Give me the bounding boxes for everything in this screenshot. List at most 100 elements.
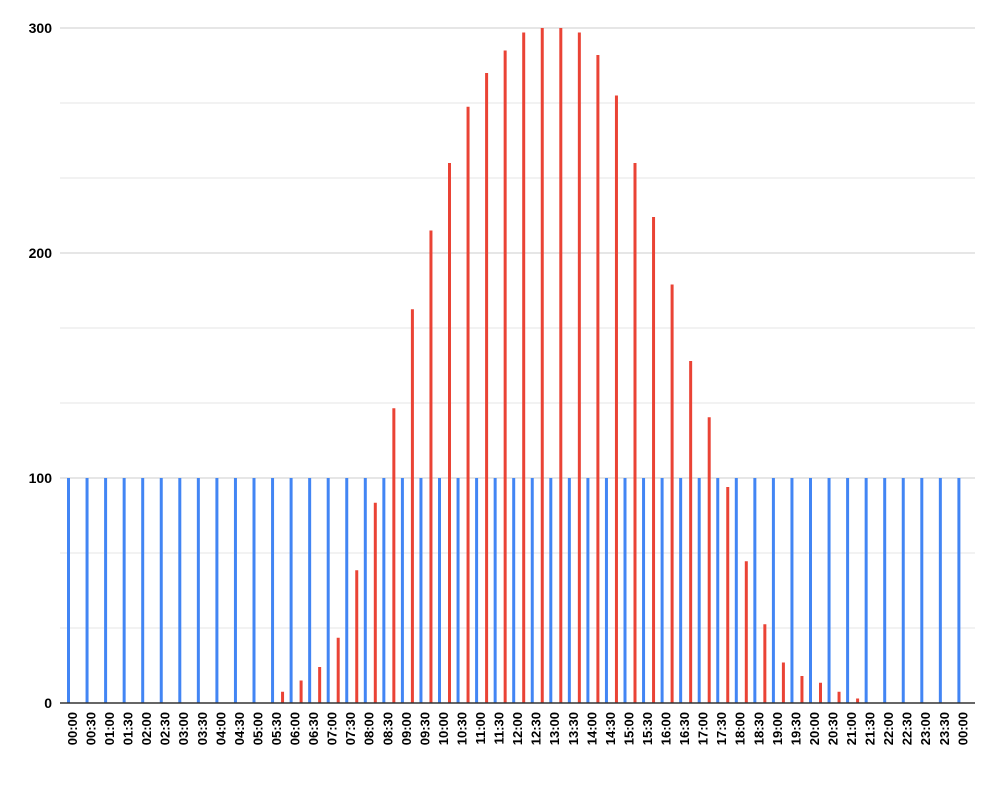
x-tick-label: 15:30: [640, 712, 655, 745]
blue-bar-2100: [846, 478, 850, 703]
x-tick-label: 19:30: [788, 712, 803, 745]
x-tick-label: 02:00: [139, 712, 154, 745]
blue-bar-0400: [215, 478, 219, 703]
x-tick-label: 06:00: [288, 712, 303, 745]
x-tick-label: 21:00: [844, 712, 859, 745]
blue-bar-0130: [122, 478, 126, 703]
red-bar-1100: [485, 73, 489, 703]
blue-bar-2030: [827, 478, 831, 703]
x-tick-label: 18:00: [733, 712, 748, 745]
x-tick-label: 21:30: [863, 712, 878, 745]
x-tick-label: 18:30: [751, 712, 766, 745]
blue-bar-1600: [660, 478, 664, 703]
x-tick-label: 00:00: [955, 712, 970, 745]
blue-bar-1400: [586, 478, 590, 703]
x-tick-label: 11:00: [473, 712, 488, 745]
x-tick-label: 17:00: [696, 712, 711, 745]
x-tick-label: 09:00: [399, 712, 414, 745]
blue-bar-1700: [697, 478, 701, 703]
blue-bar-0100: [104, 478, 108, 703]
red-bar-1630: [689, 361, 693, 703]
x-tick-label: 22:30: [900, 712, 915, 745]
blue-bar-0700: [326, 478, 330, 703]
blue-bar-1530: [642, 478, 646, 703]
red-bar-1900: [781, 662, 785, 703]
x-tick-label: 15:00: [621, 712, 636, 745]
x-tick-label: 16:30: [677, 712, 692, 745]
x-tick-label: 20:00: [807, 712, 822, 745]
blue-bar-0730: [345, 478, 349, 703]
y-tick-label: 300: [29, 20, 53, 36]
x-tick-label: 12:30: [529, 712, 544, 745]
x-tick-label: 23:00: [918, 712, 933, 745]
blue-bar-2230: [901, 478, 905, 703]
red-bar-1000: [448, 163, 451, 703]
red-bar-1930: [800, 676, 804, 703]
red-bar-1830: [763, 624, 767, 703]
blue-bar-0230: [159, 478, 163, 703]
blue-bar-0430: [233, 478, 237, 703]
blue-bar-2200: [883, 478, 887, 703]
x-tick-label: 05:00: [250, 712, 265, 745]
blue-bar-0200: [141, 478, 145, 703]
blue-bar-1830: [753, 478, 757, 703]
red-bar-0530: [281, 691, 285, 703]
red-bar-1730: [726, 487, 730, 703]
red-bar-1400: [596, 55, 600, 703]
red-bar-0600: [299, 680, 303, 703]
blue-bar-1200: [512, 478, 516, 703]
x-tick-label: 11:30: [492, 712, 507, 745]
blue-bar-1800: [734, 478, 738, 703]
blue-bar-2300: [920, 478, 924, 703]
x-tick-label: 05:30: [269, 712, 284, 745]
red-bar-0830: [392, 408, 396, 703]
blue-bar-0030: [85, 478, 89, 703]
red-bar-0930: [429, 230, 433, 703]
blue-bar-1630: [679, 478, 683, 703]
x-tick-label: 20:30: [825, 712, 840, 745]
y-tick-label: 0: [44, 695, 52, 711]
blue-bar-0330: [196, 478, 200, 703]
blue-bar-1730: [716, 478, 720, 703]
blue-bar-1430: [604, 478, 608, 703]
x-tick-label: 22:00: [881, 712, 896, 745]
x-tick-label: 08:00: [362, 712, 377, 745]
red-bar-1200: [522, 32, 526, 703]
blue-bar-0930: [419, 478, 423, 703]
red-bar-0800: [373, 502, 377, 703]
red-bar-0630: [318, 667, 322, 703]
x-tick-label: 13:30: [566, 712, 581, 745]
bars: [67, 28, 961, 703]
blue-bar-2000: [809, 478, 812, 703]
red-bar-1500: [633, 163, 637, 703]
blue-bar-0630: [308, 478, 312, 703]
blue-bar-1100: [475, 478, 479, 703]
blue-bar-0830: [382, 478, 386, 703]
x-tick-label: 09:30: [417, 712, 432, 745]
red-bar-0730: [355, 570, 359, 703]
x-tick-label: 01:00: [102, 712, 117, 745]
red-bar-1330: [577, 32, 581, 703]
blue-bar-1030: [456, 478, 460, 703]
red-bar-1700: [707, 417, 711, 703]
blue-bar-0300: [178, 478, 182, 703]
red-bar-1030: [466, 106, 470, 703]
red-bar-1300: [559, 28, 563, 703]
x-tick-label: 01:30: [121, 712, 136, 745]
blue-bar-2130: [864, 478, 868, 703]
red-bar-1600: [670, 284, 674, 703]
blue-bar-1500: [623, 478, 627, 703]
red-bar-2030: [837, 691, 841, 703]
red-bar-1530: [652, 217, 656, 703]
red-bar-1430: [614, 95, 618, 703]
x-tick-label: 17:30: [714, 712, 729, 745]
x-tick-label: 16:00: [659, 712, 674, 745]
blue-bar-0000: [67, 478, 70, 703]
x-tick-label: 03:30: [195, 712, 210, 745]
x-tick-label: 03:00: [176, 712, 191, 745]
blue-bar-1000: [438, 478, 441, 703]
gridlines: [60, 27, 975, 629]
x-tick-label: 10:00: [436, 712, 451, 745]
